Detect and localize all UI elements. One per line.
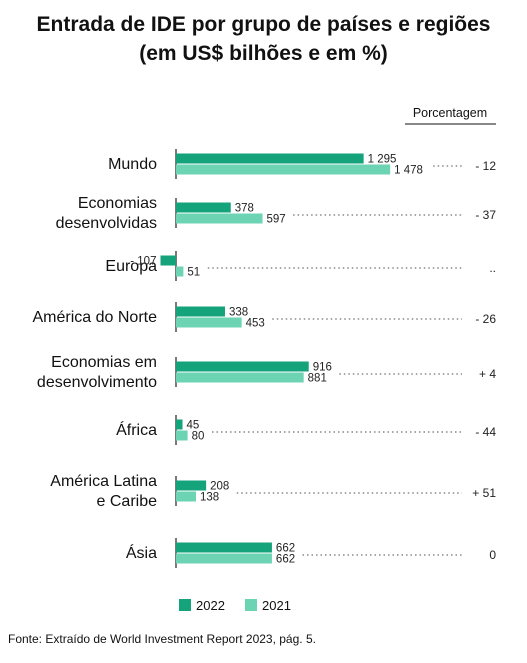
value-label-2021: 662	[276, 554, 295, 566]
bar-2022	[176, 202, 231, 213]
bar-2022	[176, 419, 183, 430]
category-label: Economias	[78, 195, 157, 212]
value-label-2022: 916	[313, 362, 332, 374]
value-label-2021: 597	[267, 214, 286, 226]
bar-2022	[176, 480, 207, 491]
value-label-2022: 378	[235, 203, 254, 215]
bar-2021	[176, 553, 272, 564]
bar-2022	[160, 255, 176, 266]
percentage-header-group: Porcentagem	[405, 106, 496, 125]
value-label-2022: 45	[187, 420, 200, 432]
category-label: Mundo	[108, 156, 157, 173]
value-label-2022: 1 295	[368, 154, 397, 166]
bar-2021	[176, 213, 263, 224]
bar-2021	[176, 491, 196, 502]
percentage-header: Porcentagem	[413, 106, 487, 120]
percentage-change: - 12	[475, 159, 496, 173]
legend: 2022 2021	[179, 598, 291, 613]
percentage-change: 0	[489, 548, 496, 562]
value-label-2021: 1 478	[394, 165, 423, 177]
source-note: Fonte: Extraído de World Investment Repo…	[8, 632, 316, 646]
value-label-2022: 338	[229, 307, 248, 319]
value-label-2022: 662	[276, 543, 295, 555]
bar-2022	[176, 542, 272, 553]
bar-2021	[176, 164, 391, 175]
legend-label: 2021	[262, 598, 291, 613]
legend-swatch	[245, 599, 257, 611]
category-label: Economias em	[51, 354, 157, 371]
value-label-2021: 881	[308, 373, 327, 385]
bar-2022	[176, 306, 225, 317]
category-label: Europa	[105, 258, 157, 275]
category-row: Europa- 107 51..	[105, 251, 496, 281]
percentage-change: ..	[489, 261, 496, 275]
legend-label: 2022	[196, 598, 225, 613]
category-label: desenvolvimento	[37, 374, 157, 391]
percentage-change: + 51	[472, 486, 496, 500]
legend-swatch	[179, 599, 191, 611]
category-label: e Caribe	[97, 493, 158, 510]
value-label-2021: 453	[246, 318, 265, 330]
percentage-change: - 37	[475, 208, 496, 222]
bar-2021	[176, 317, 242, 328]
bar-2021	[176, 266, 184, 277]
value-label-2021: 80	[192, 431, 205, 443]
value-label-2022: - 107	[130, 256, 156, 268]
legend-item-2022: 2022	[179, 598, 225, 613]
category-label: África	[116, 420, 157, 439]
legend-item-2021: 2021	[245, 598, 291, 613]
percentage-change: + 4	[479, 367, 496, 381]
value-label-2022: 208	[210, 481, 229, 493]
bar-2021	[176, 430, 188, 441]
chart-title-line-1: Entrada de IDE por grupo de países e reg…	[36, 13, 491, 36]
value-label-2021: 138	[200, 492, 219, 504]
bar-2022	[176, 361, 309, 372]
category-label: América do Norte	[33, 309, 158, 326]
bar-2021	[176, 372, 304, 383]
chart-title: Entrada de IDE por grupo de países e reg…	[0, 10, 527, 68]
percentage-change: - 44	[475, 425, 496, 439]
category-label: desenvolvidas	[56, 215, 157, 232]
category-label: América Latina	[50, 473, 157, 490]
chart-subtitle: (em US$ bilhões e em %)	[139, 42, 388, 65]
bar-2022	[176, 153, 364, 164]
percentage-change: - 26	[475, 312, 496, 326]
category-row: Economias desenvolvidas 378 597 - 37	[56, 195, 497, 232]
category-label: Ásia	[126, 543, 157, 562]
value-label-2021: 51	[187, 267, 200, 279]
